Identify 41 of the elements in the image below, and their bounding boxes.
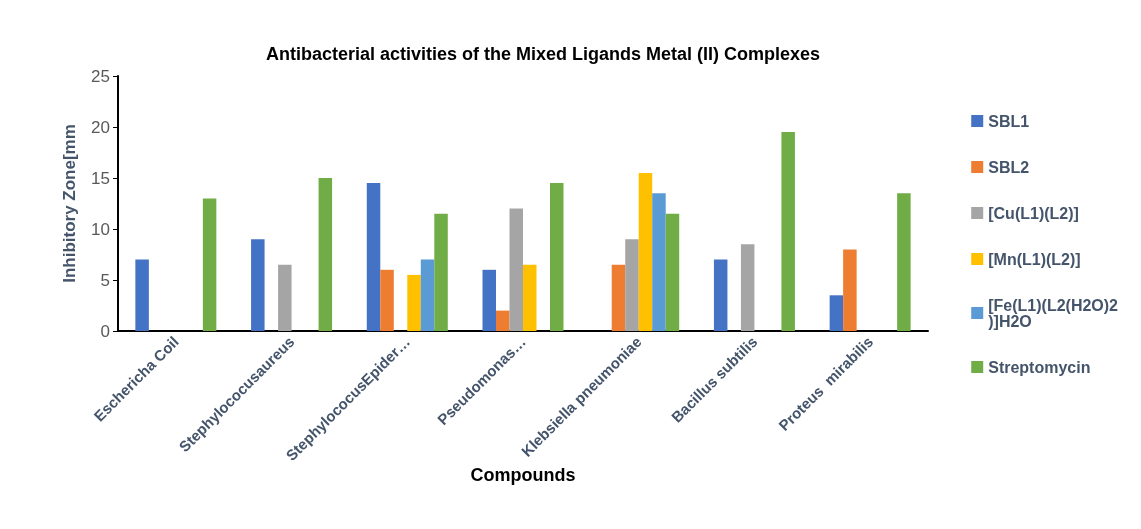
bar [523, 264, 537, 331]
legend-label: Streptomycin [988, 358, 1091, 376]
y-tick-label: 20 [91, 117, 110, 137]
bar [434, 213, 448, 331]
bar [611, 264, 626, 331]
bar [897, 193, 911, 331]
bar [278, 264, 292, 331]
bar [713, 259, 728, 331]
y-tick-label: 0 [100, 321, 110, 341]
bar [380, 269, 394, 331]
bar [625, 239, 639, 331]
y-tick-label: 25 [91, 66, 110, 86]
bar [550, 183, 564, 331]
bar [638, 172, 653, 331]
bar [202, 198, 217, 331]
legend-label: SBL2 [988, 158, 1030, 176]
bar [509, 208, 523, 331]
y-tick-label: 15 [91, 168, 110, 188]
bar [420, 259, 435, 331]
bar [407, 274, 421, 331]
chart-title: Antibacterial activities of the Mixed Ligands Metal (II) Complexes [265, 44, 821, 64]
bar [843, 249, 857, 331]
x-axis-title: Compounds [470, 465, 576, 486]
y-axis-title: Inhibitory Zone[mm [60, 124, 79, 283]
y-tick-label: 10 [91, 219, 110, 239]
legend-label: [Fe(L1)(L2(H2O)2)]H2O [988, 296, 1119, 330]
bar [135, 259, 149, 331]
legend-label: [Mn(L1)(L2)] [988, 250, 1081, 268]
bar [366, 183, 381, 331]
bar [665, 213, 680, 331]
bar [496, 310, 510, 331]
legend-label: [Cu(L1)(L2)] [988, 204, 1079, 222]
bar [829, 295, 844, 331]
bar [482, 269, 496, 331]
y-tick-label: 5 [100, 270, 110, 290]
bar [781, 132, 795, 331]
legend-label: SBL1 [988, 112, 1030, 130]
bar [318, 178, 333, 331]
bar [251, 239, 265, 331]
bar [740, 244, 755, 331]
bar [652, 193, 666, 331]
